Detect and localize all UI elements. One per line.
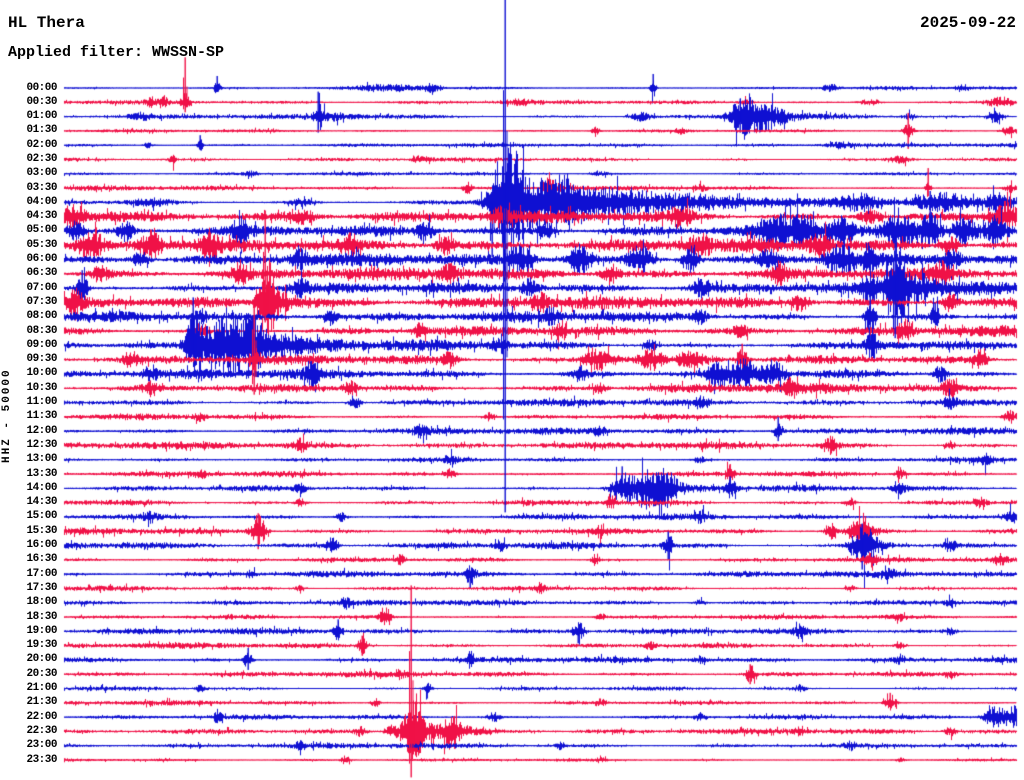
time-label: 10:00 bbox=[26, 367, 57, 380]
time-label: 11:30 bbox=[26, 410, 57, 423]
time-label: 23:30 bbox=[26, 753, 57, 766]
time-label: 09:30 bbox=[26, 353, 57, 366]
time-label: 19:30 bbox=[26, 639, 57, 652]
time-label: 08:30 bbox=[26, 324, 57, 337]
time-label: 05:30 bbox=[26, 238, 57, 251]
time-label: 06:00 bbox=[26, 253, 57, 266]
time-label: 17:00 bbox=[26, 567, 57, 580]
time-label: 12:00 bbox=[26, 424, 57, 437]
time-label: 01:30 bbox=[26, 124, 57, 137]
time-label: 18:00 bbox=[26, 596, 57, 609]
time-label: 16:00 bbox=[26, 539, 57, 552]
time-label: 18:30 bbox=[26, 610, 57, 623]
time-label: 08:00 bbox=[26, 310, 57, 323]
time-label: 10:30 bbox=[26, 381, 57, 394]
time-label: 02:30 bbox=[26, 152, 57, 165]
time-label: 13:00 bbox=[26, 453, 57, 466]
time-label: 12:30 bbox=[26, 438, 57, 451]
time-label: 21:30 bbox=[26, 696, 57, 709]
date-label: 2025-09-22 bbox=[919, 14, 1016, 32]
time-label: 14:30 bbox=[26, 496, 57, 509]
time-label: 03:00 bbox=[26, 167, 57, 180]
time-label: 16:30 bbox=[26, 553, 57, 566]
time-label: 22:00 bbox=[26, 710, 57, 723]
time-label: 20:00 bbox=[26, 653, 57, 666]
time-label: 19:00 bbox=[26, 624, 57, 637]
time-label: 22:30 bbox=[26, 724, 57, 737]
time-label: 13:30 bbox=[26, 467, 57, 480]
time-label: 21:00 bbox=[26, 682, 57, 695]
time-label: 07:00 bbox=[26, 281, 57, 294]
filter-label: Applied filter: WWSSN-SP bbox=[8, 44, 225, 61]
station-name: HL Thera bbox=[8, 14, 85, 32]
time-label: 15:30 bbox=[26, 524, 57, 537]
time-label: 04:00 bbox=[26, 195, 57, 208]
time-label: 06:30 bbox=[26, 267, 57, 280]
time-label: 03:30 bbox=[26, 181, 57, 194]
time-label: 20:30 bbox=[26, 667, 57, 680]
time-label: 17:30 bbox=[26, 581, 57, 594]
time-label: 14:00 bbox=[26, 481, 57, 494]
time-label: 09:00 bbox=[26, 338, 57, 351]
time-label-column: 00:00 00:30 01:00 01:30 02:00 02:30 03:00 03:30… bbox=[0, 0, 57, 780]
time-label: 05:00 bbox=[26, 224, 57, 237]
time-label: 23:00 bbox=[26, 739, 57, 752]
time-label: 11:00 bbox=[26, 396, 57, 409]
time-label: 00:00 bbox=[26, 81, 57, 94]
time-label: 01:00 bbox=[26, 110, 57, 123]
time-label: 00:30 bbox=[26, 95, 57, 108]
time-label: 04:30 bbox=[26, 210, 57, 223]
time-label: 02:00 bbox=[26, 138, 57, 151]
time-label: 15:00 bbox=[26, 510, 57, 523]
time-label: 07:30 bbox=[26, 295, 57, 308]
